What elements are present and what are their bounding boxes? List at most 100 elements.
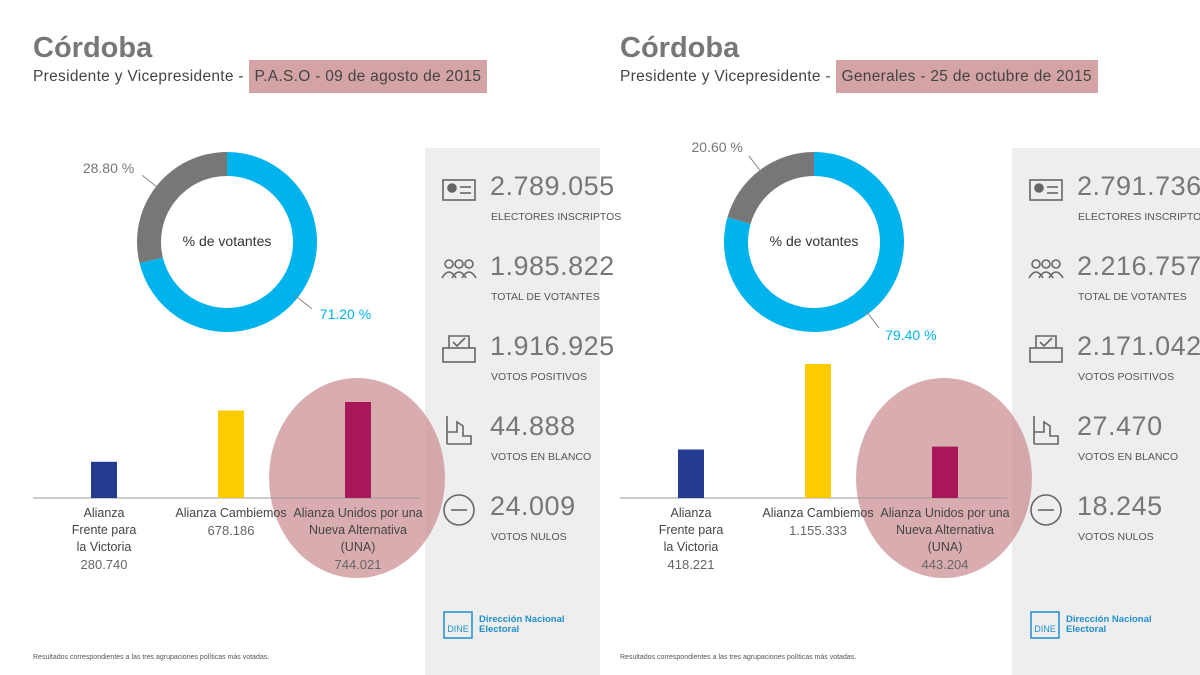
bar-label: Alianza Unidos por una Nueva Alternativa… <box>877 505 1013 573</box>
category-label: Alianza Unidos por una Nueva Alternativa… <box>880 506 1010 554</box>
stat-label: VOTOS POSITIVOS <box>1078 371 1175 383</box>
subtitle-highlight: P.A.S.O - 09 de agosto de 2015 <box>248 60 488 93</box>
stat-icon <box>1030 494 1062 526</box>
category-label: Alianza Cambiemos <box>175 506 287 520</box>
logo-box <box>443 611 473 639</box>
icon-part <box>1033 416 1059 445</box>
logo-abbr: DINE <box>447 624 469 634</box>
bar <box>932 446 958 498</box>
icon-part <box>461 271 477 279</box>
stat-label: VOTOS EN BLANCO <box>491 451 592 463</box>
icon-part <box>441 271 457 279</box>
icon-part <box>448 335 470 348</box>
bar-label: Alianza Unidos por una Nueva Alternativa… <box>290 505 426 573</box>
donut-center-label: % de votantes <box>769 233 859 249</box>
bar <box>218 410 244 498</box>
stat-label: TOTAL DE VOTANTES <box>1078 291 1187 303</box>
icon-part <box>464 259 474 269</box>
title: Córdoba <box>33 32 153 64</box>
value-label: 28.80 % <box>82 160 135 177</box>
subtitle-highlight: Generales - 25 de octubre de 2015 <box>835 60 1098 93</box>
stat-label: ELECTORES INSCRIPTOS <box>1078 211 1200 223</box>
icon-part <box>1051 259 1061 269</box>
stat-icon <box>442 335 476 363</box>
stat-icon <box>1028 259 1064 279</box>
bar <box>91 461 117 498</box>
leader-line <box>865 310 880 329</box>
subtitle-text: Presidente y Vicepresidente - <box>33 68 244 85</box>
stat-label: VOTOS EN BLANCO <box>1078 451 1179 463</box>
icon-part <box>1028 271 1044 279</box>
stat-icon <box>446 416 472 445</box>
icon-part <box>1048 271 1064 279</box>
value-label: 79.40 % <box>885 327 937 344</box>
stat-value: 44.888 <box>490 411 576 441</box>
stats-background <box>1012 148 1200 675</box>
stat-label: VOTOS NULOS <box>1078 531 1154 543</box>
icon-part <box>451 271 467 279</box>
value-label: 744.021 <box>334 557 382 572</box>
logo-box <box>1030 611 1060 639</box>
value-label: 280.740 <box>80 557 128 572</box>
bar <box>345 401 371 498</box>
value-label: 71.20 % <box>319 305 372 322</box>
stat-value: 2.791.736 <box>1077 171 1200 201</box>
stat-icon <box>1033 416 1059 445</box>
stat-label: TOTAL DE VOTANTES <box>491 291 600 303</box>
icon-part <box>447 183 457 193</box>
donut-center-label: % de votantes <box>182 233 272 249</box>
bar-label: Alianza Frente para la Victoria 280.740 <box>36 505 172 573</box>
category-label: Alianza Frente para la Victoria <box>658 506 724 554</box>
value-label: 418.221 <box>667 557 715 572</box>
icon-part <box>443 494 475 526</box>
stat-value: 2.216.757 <box>1077 251 1200 281</box>
footnote: Resultados correspondientes a las tres a… <box>33 654 270 661</box>
stat-icon <box>443 494 475 526</box>
bar-label: Alianza Cambiemos 1.155.333 <box>750 505 886 539</box>
subtitle: Presidente y Vicepresidente - Generales … <box>620 60 1098 93</box>
subtitle-text: Presidente y Vicepresidente - <box>620 68 831 85</box>
value-label: 1.155.333 <box>789 523 847 538</box>
stat-label: VOTOS POSITIVOS <box>491 371 588 383</box>
category-label: Alianza Frente para la Victoria <box>71 506 137 554</box>
bar <box>678 449 704 498</box>
stat-value: 1.916.925 <box>490 331 615 361</box>
footnote: Resultados correspondientes a las tres a… <box>620 654 857 661</box>
subtitle: Presidente y Vicepresidente - P.A.S.O - … <box>33 60 488 93</box>
category-label: Alianza Unidos por una Nueva Alternativa… <box>293 506 423 554</box>
icon-part <box>1038 271 1054 279</box>
icon-part <box>1029 347 1063 363</box>
leader-line <box>141 174 160 190</box>
stat-icon <box>442 179 476 201</box>
stat-value: 1.985.822 <box>490 251 615 281</box>
donut-segment <box>136 152 227 264</box>
icon-part <box>442 179 476 201</box>
icon-part <box>442 347 476 363</box>
stat-value: 18.245 <box>1077 491 1163 521</box>
stat-label: VOTOS NULOS <box>491 531 567 543</box>
icon-part <box>446 416 472 445</box>
donut-segment <box>727 152 814 224</box>
icon-part <box>1029 179 1063 201</box>
icon-part <box>1031 259 1041 269</box>
value-label: 443.204 <box>921 557 969 572</box>
title: Córdoba <box>620 32 740 64</box>
leader-line <box>748 155 763 174</box>
logo-abbr: DINE <box>1034 624 1056 634</box>
stat-value: 27.470 <box>1077 411 1163 441</box>
value-label: 20.60 % <box>691 138 743 155</box>
icon-part <box>454 259 464 269</box>
stat-value: 24.009 <box>490 491 576 521</box>
value-label: 678.186 <box>207 523 255 538</box>
icon-part <box>1041 259 1051 269</box>
icon-part <box>444 259 454 269</box>
stat-value: 2.171.042 <box>1077 331 1200 361</box>
stat-icon <box>441 259 477 279</box>
leader-line <box>294 294 313 310</box>
stats-background <box>425 148 600 675</box>
stat-value: 2.789.055 <box>490 171 615 201</box>
stat-icon <box>1029 335 1063 363</box>
bar <box>805 363 831 498</box>
